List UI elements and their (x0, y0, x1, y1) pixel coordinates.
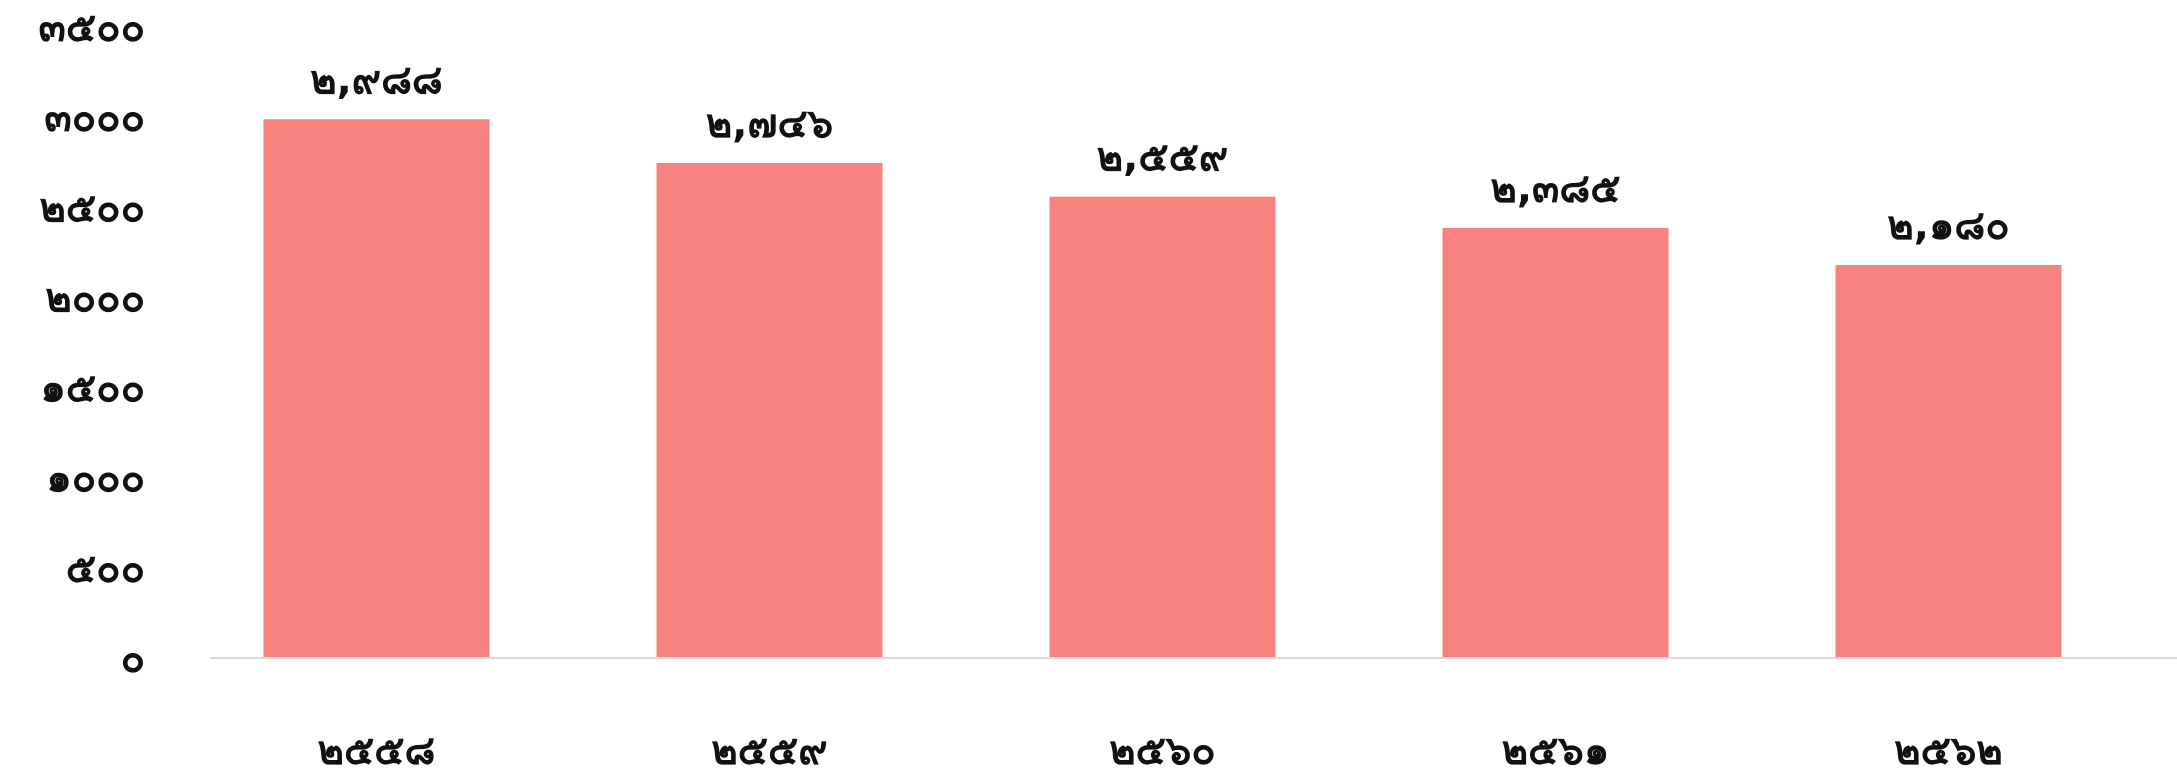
bar (263, 119, 490, 659)
bar-data-label: ๒,๓๘๕ (1490, 166, 1620, 212)
y-tick-label: ๒๕๐๐ (40, 185, 145, 231)
bars-group (263, 119, 2062, 659)
bar-data-label: ๒,๗๔๖ (706, 101, 833, 147)
x-category-label: ๒๕๖๐ (1109, 728, 1215, 770)
x-category-label: ๒๕๕๘ (318, 728, 436, 770)
bar (1442, 228, 1669, 659)
bar-data-label: ๒,๑๘๐ (1887, 203, 2009, 249)
x-category-label: ๒๕๖๒ (1894, 728, 2002, 770)
bar (1835, 264, 2062, 658)
y-tick-label: ๐ (121, 636, 145, 682)
y-tick-label: ๓๐๐๐ (44, 95, 145, 141)
y-tick-label: ๒๐๐๐ (45, 275, 145, 321)
y-tick-label: ๑๕๐๐ (41, 366, 146, 412)
x-category-label: ๒๕๖๑ (1502, 728, 1609, 770)
y-tick-label: ๓๕๐๐ (39, 5, 145, 51)
y-axis-tick-labels: ๐ ๕๐๐ ๑๐๐๐ ๑๕๐๐ ๒๐๐๐ ๒๕๐๐ ๓๐๐๐ ๓๕๐๐ (39, 5, 145, 682)
y-tick-label: ๕๐๐ (66, 546, 145, 592)
x-category-label: ๒๕๕๙ (711, 728, 827, 770)
x-axis-tick-labels: ๒๕๕๘ ๒๕๕๙ ๒๕๖๐ ๒๕๖๑ ๒๕๖๒ (318, 728, 2003, 770)
bar (656, 162, 883, 658)
bar (1049, 196, 1276, 658)
bar-data-label: ๒,๙๘๘ (310, 57, 443, 103)
bar-data-label: ๒,๕๕๙ (1097, 135, 1228, 181)
y-tick-label: ๑๐๐๐ (46, 456, 145, 502)
